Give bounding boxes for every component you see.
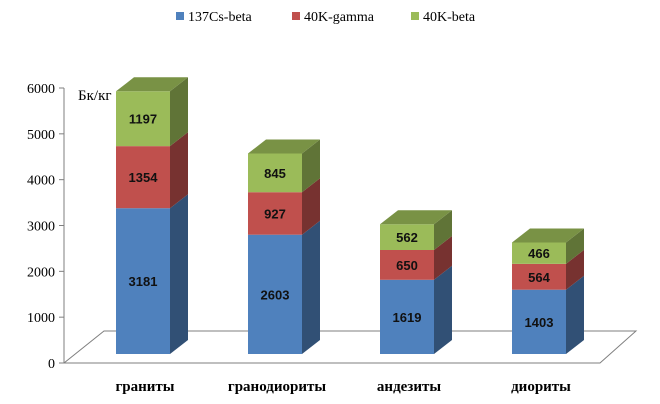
- bar-segment: [116, 91, 170, 147]
- legend: 137Cs-beta 40K-gamma 40K-beta: [176, 10, 476, 25]
- bar-segment: [248, 234, 302, 354]
- data-label: 1403: [525, 315, 554, 330]
- y-tick-label: 2000: [27, 265, 55, 280]
- bar-stack-4: [512, 228, 584, 354]
- bar-segment-side: [302, 139, 320, 193]
- bar-segment: [380, 250, 434, 280]
- bar-stack-2: [248, 139, 320, 354]
- x-tick-label: граниты: [115, 379, 174, 395]
- data-label: 845: [264, 166, 286, 181]
- bar-segment-side: [302, 220, 320, 354]
- bar-top-face: [512, 228, 584, 243]
- bar-segment-side: [566, 275, 584, 354]
- x-tick-label: гранодиориты: [228, 379, 326, 395]
- bar-stack-3: [380, 210, 452, 354]
- bar-segment: [380, 279, 434, 354]
- data-label: 466: [528, 246, 550, 261]
- y-tick-label: 3000: [27, 220, 55, 235]
- bar-segment-side: [434, 210, 452, 251]
- y-tick-label: 1000: [27, 311, 55, 326]
- data-label: 1354: [129, 170, 159, 185]
- bar-segment: [380, 224, 434, 251]
- bar-segment: [512, 242, 566, 264]
- x-tick-label: диориты: [511, 379, 571, 395]
- data-label: 927: [264, 206, 286, 221]
- y-axis: 0 1000 2000 3000 4000 5000 6000: [27, 82, 65, 372]
- chart-floor: [62, 330, 638, 364]
- bar-segment-side: [170, 132, 188, 209]
- y-tick-label: 6000: [27, 82, 55, 97]
- bar-segment: [116, 208, 170, 354]
- floor-plane: [62, 330, 638, 364]
- data-label: 562: [396, 230, 418, 245]
- bar-top-face: [116, 77, 188, 92]
- legend-label: 40K-gamma: [304, 10, 375, 25]
- bar-segment-side: [302, 178, 320, 235]
- data-label: 1619: [393, 310, 422, 325]
- data-label: 1197: [129, 112, 157, 127]
- legend-label: 137Cs-beta: [188, 10, 253, 25]
- data-label: 650: [396, 258, 418, 273]
- bar-stack-1: [116, 77, 188, 354]
- bar-segment: [116, 146, 170, 209]
- x-axis-tick-labels: граниты гранодиориты андезиты диориты: [115, 379, 571, 395]
- y-unit-label: Бк/кг: [78, 88, 112, 104]
- y-tick-label: 5000: [27, 128, 55, 143]
- bar-segment: [512, 289, 566, 354]
- bar-top-face: [248, 139, 320, 154]
- y-tick-label: 0: [48, 357, 55, 372]
- bar-segment-side: [170, 194, 188, 354]
- bar-segment: [512, 263, 566, 290]
- data-labels: 3181 1354 1197 2603 927 845 1619 650 562 1403 564 4…: [129, 112, 554, 330]
- legend-swatch: [292, 12, 300, 20]
- bar-segment-side: [434, 265, 452, 354]
- data-label: 2603: [261, 287, 290, 302]
- data-label: 564: [528, 270, 550, 285]
- bar-segment: [248, 153, 302, 193]
- bars: [116, 77, 584, 354]
- bar-segment-side: [434, 236, 452, 280]
- y-tick-label: 4000: [27, 174, 55, 189]
- legend-swatch: [411, 12, 419, 20]
- data-label: 3181: [129, 274, 158, 289]
- bar-top-face: [380, 210, 452, 225]
- bar-segment-side: [566, 249, 584, 290]
- legend-label: 40K-beta: [423, 10, 476, 25]
- bar-segment-side: [170, 77, 188, 147]
- bar-segment: [248, 192, 302, 235]
- x-tick-label: андезиты: [377, 379, 441, 395]
- legend-swatch: [176, 12, 184, 20]
- bar-segment-side: [566, 228, 584, 264]
